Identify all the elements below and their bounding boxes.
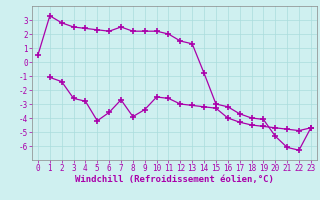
X-axis label: Windchill (Refroidissement éolien,°C): Windchill (Refroidissement éolien,°C) <box>75 175 274 184</box>
